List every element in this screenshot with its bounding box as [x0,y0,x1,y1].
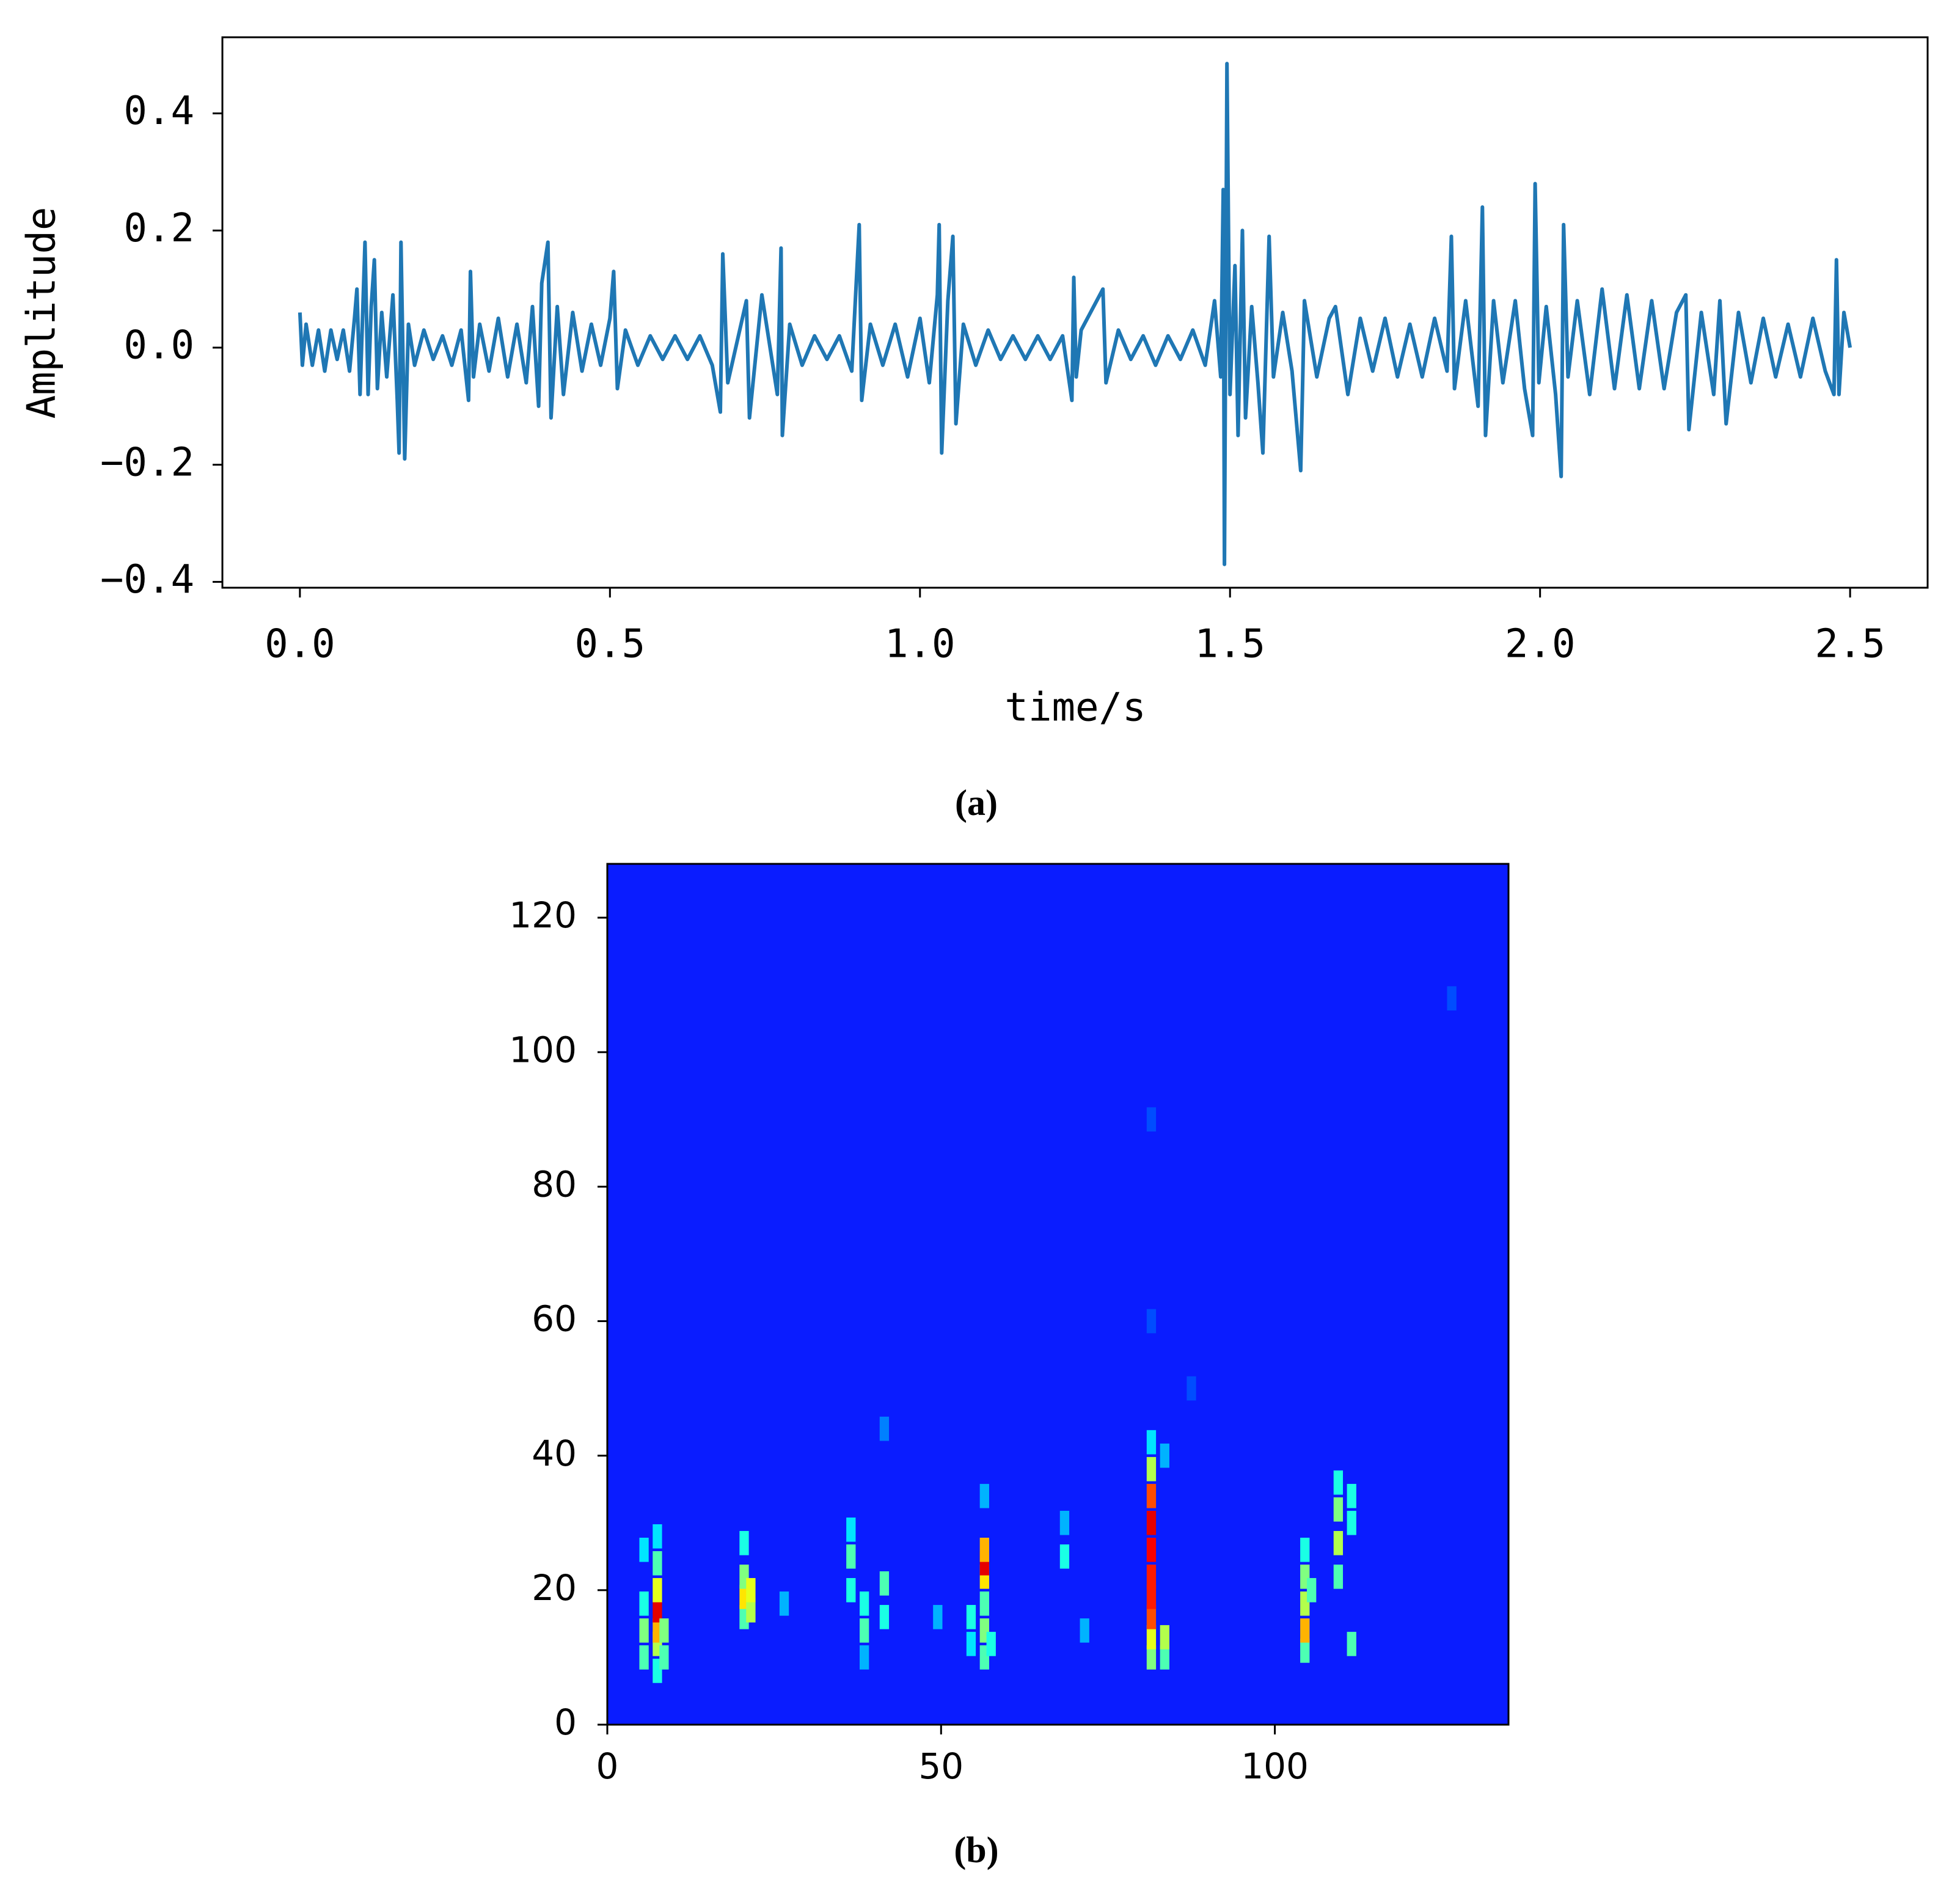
y-tick-label: 0.2 [123,206,194,251]
axes-frame [221,36,1929,589]
heatmap-cell [860,1618,869,1643]
heatmap-cell [1160,1645,1169,1670]
heatmap-cell [1300,1537,1310,1562]
heatmap-cell [1059,1544,1070,1569]
axes-frame [606,863,1510,1726]
heatmap-cell [653,1598,662,1623]
heatmap-cell [1146,1537,1157,1562]
heatmap-cell [746,1598,756,1623]
heatmap-cell [1146,1483,1157,1508]
x-tick-label: 0.0 [265,622,335,667]
y-tick-label: 120 [509,894,577,936]
heatmap-cell [639,1591,649,1616]
heatmap-cell [1160,1443,1169,1468]
heatmap-cell [639,1645,649,1670]
heatmap-cell [1146,1107,1157,1132]
heatmap-cell [1333,1530,1344,1555]
x-axis-label: time/s [1004,685,1146,731]
x-tick-label: 50 [918,1745,964,1787]
heatmap-cell [653,1578,662,1602]
heatmap-cell [1347,1510,1356,1535]
y-tick-label: 60 [532,1298,577,1340]
heatmap-cell [979,1591,989,1616]
heatmap-cell [986,1632,996,1656]
heatmap-cell [1059,1510,1070,1535]
heatmap-cell [1333,1565,1344,1589]
heatmap-cell [979,1537,989,1562]
heatmap-cell [1300,1618,1310,1643]
y-tick-label: 100 [509,1029,577,1070]
waveform-line [298,62,1852,566]
heatmap-cell [879,1416,890,1441]
y-tick-label: 20 [532,1567,577,1609]
plot-area [298,62,1852,566]
heatmap-cell [879,1571,890,1596]
heatmap-cell [1347,1632,1356,1656]
y-axis-label: Amplitude [20,207,65,419]
heatmap-cell [879,1605,890,1629]
y-tick-label: 0.4 [123,89,194,134]
x-tick-label: 2.5 [1815,622,1885,667]
heatmap-cell [1187,1376,1196,1401]
heatmap-cell [1146,1309,1157,1334]
x-tick-label: 0.5 [575,622,646,667]
heatmap-cell [933,1605,943,1629]
heatmap-cell [1333,1497,1344,1522]
heatmap-cell [659,1645,669,1670]
heatmap-cell [1146,1645,1157,1670]
heatmap-cell [846,1544,856,1569]
y-tick-label: 80 [532,1163,577,1205]
heatmap-cell [1146,1510,1157,1535]
heatmap-cell [1146,1625,1157,1650]
heatmap-cell [1300,1639,1310,1663]
heatmap-cell [1347,1483,1356,1508]
heatmap-cell [739,1530,749,1555]
heatmap-cell [846,1517,856,1542]
heatmap-cell [653,1524,662,1549]
heatmap-cell [1146,1430,1157,1455]
y-tick-label: −0.2 [100,440,194,485]
heatmap-cell [1080,1618,1089,1643]
heatmap-cell [1146,1605,1157,1629]
heatmap-cell [966,1632,976,1656]
x-tick-label: 100 [1241,1745,1309,1787]
x-tick-label: 2.0 [1505,622,1576,667]
x-tick-label: 1.0 [885,622,956,667]
heatmap-cell [1333,1470,1344,1495]
heatmap-cell [779,1591,789,1616]
heatmap-cell [1160,1625,1169,1650]
heatmap-cell [639,1537,649,1562]
heatmap-background [607,864,1508,1725]
heatmap-cell [1146,1585,1157,1609]
caption-b: (b) [954,1830,998,1870]
heatmap-cell [653,1551,662,1576]
heatmap-cell [659,1618,669,1643]
heatmap-cell [846,1578,856,1602]
heatmap-cell [979,1483,989,1508]
heatmap-cell [860,1645,869,1670]
heatmap-cell [1146,1456,1157,1482]
y-tick-label: −0.4 [100,557,194,602]
heatmap-cell [746,1578,756,1602]
heatmap-cell [1447,986,1457,1010]
heatmap-cell [966,1605,976,1629]
x-tick-label: 0 [596,1745,619,1787]
y-tick-label: 0.0 [123,323,194,368]
y-tick-label: 0 [554,1701,577,1743]
x-tick-label: 1.5 [1194,622,1265,667]
heatmap-cell [860,1591,869,1616]
plot-area [607,864,1508,1725]
y-tick-label: 40 [532,1433,577,1474]
heatmap-cell [1307,1578,1317,1602]
heatmap-cell [639,1618,649,1643]
caption-a: (a) [955,783,998,823]
heatmap-cell [1146,1565,1157,1589]
